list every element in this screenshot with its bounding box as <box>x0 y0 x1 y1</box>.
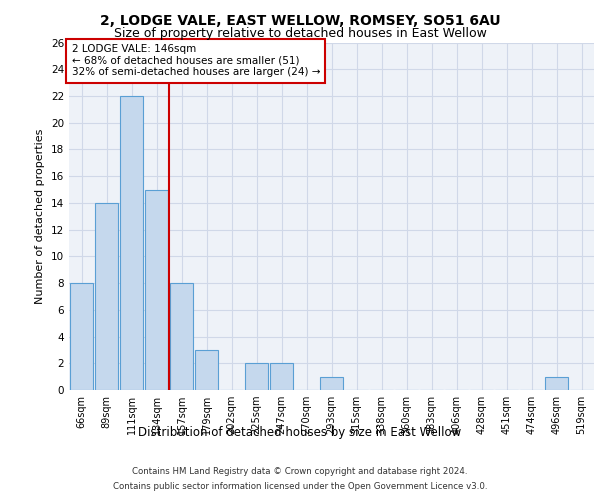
Bar <box>194 350 218 390</box>
Text: 2, LODGE VALE, EAST WELLOW, ROMSEY, SO51 6AU: 2, LODGE VALE, EAST WELLOW, ROMSEY, SO51… <box>100 14 500 28</box>
Text: Contains HM Land Registry data © Crown copyright and database right 2024.: Contains HM Land Registry data © Crown c… <box>132 467 468 476</box>
Text: Size of property relative to detached houses in East Wellow: Size of property relative to detached ho… <box>113 28 487 40</box>
Bar <box>170 283 193 390</box>
Bar <box>545 376 568 390</box>
Text: 2 LODGE VALE: 146sqm
← 68% of detached houses are smaller (51)
32% of semi-detac: 2 LODGE VALE: 146sqm ← 68% of detached h… <box>71 44 320 78</box>
Bar <box>269 364 293 390</box>
Text: Contains public sector information licensed under the Open Government Licence v3: Contains public sector information licen… <box>113 482 487 491</box>
Text: Distribution of detached houses by size in East Wellow: Distribution of detached houses by size … <box>139 426 461 439</box>
Bar <box>245 364 268 390</box>
Bar <box>145 190 169 390</box>
Bar <box>70 283 94 390</box>
Bar <box>320 376 343 390</box>
Y-axis label: Number of detached properties: Number of detached properties <box>35 128 46 304</box>
Bar <box>119 96 143 390</box>
Bar <box>95 203 118 390</box>
